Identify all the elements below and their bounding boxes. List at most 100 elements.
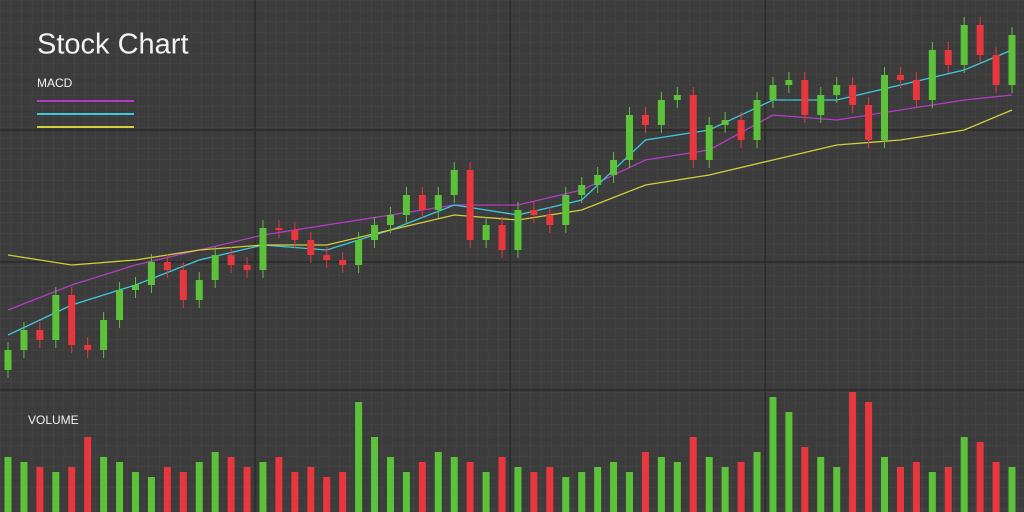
volume-bar [227,457,235,512]
volume-bar [833,467,841,512]
volume-bar [418,462,426,512]
candle-body [227,255,235,265]
volume-bar [36,467,44,512]
candle-body [849,85,857,105]
candle-body [626,115,634,160]
volume-bar [753,452,761,512]
volume-bar [912,462,920,512]
volume-bar [960,437,968,512]
candle-body [4,350,12,370]
volume-bar [116,462,124,512]
candle-body [100,320,108,350]
volume-bar [817,457,825,512]
candle-body [689,95,697,160]
volume-bar [785,412,793,512]
volume-bar [84,437,92,512]
candle-body [657,100,665,125]
volume-bar [594,467,602,512]
candle-body [386,215,394,225]
candle-body [865,105,873,140]
candle-body [179,270,187,300]
volume-bar [928,472,936,512]
candle-body [84,345,92,350]
candle-body [498,225,506,250]
candle-body [594,175,602,185]
candle-body [673,95,681,100]
volume-bar [466,462,474,512]
candle-body [578,185,586,195]
volume-bar [4,457,12,512]
volume-bar [100,457,108,512]
candle-body [307,240,315,255]
candle-body [323,255,331,260]
candle-body [36,330,44,340]
volume-bar [673,462,681,512]
volume-bar [195,462,203,512]
volume-bar [131,472,139,512]
candle-body [514,210,522,250]
volume-bar [1008,467,1016,512]
candle-body [817,95,825,115]
volume-bar [179,472,187,512]
volume-bar [386,457,394,512]
candle-body [721,120,729,125]
candle-body [291,230,299,240]
candle-body [147,262,155,285]
volume-bar [259,462,267,512]
volume-bar [163,467,171,512]
candle-body [912,80,920,100]
candle-body [482,225,490,240]
candle-body [960,25,968,65]
volume-bar [371,437,379,512]
candle-body [52,295,60,340]
candle-body [976,25,984,55]
volume-bar [498,457,506,512]
candle-body [68,295,76,345]
candle-body [450,170,458,195]
candle-body [275,228,283,230]
candle-body [992,55,1000,85]
volume-bar [307,467,315,512]
candle-body [466,170,474,240]
volume-bar [626,472,634,512]
candle-body [339,260,347,265]
volume-bar [482,472,490,512]
volume-bar [546,467,554,512]
volume-bar [530,472,538,512]
candle-body [769,85,777,100]
candle-body [20,330,28,350]
volume-bar [52,472,60,512]
volume-bar [434,452,442,512]
volume-bar [450,457,458,512]
volume-bar [865,402,873,512]
volume-bar [769,397,777,512]
candle-body [944,50,952,65]
volume-bar [705,457,713,512]
candle-body [1008,35,1016,85]
candle-body [402,195,410,215]
candle-body [530,210,538,215]
candle-body [434,195,442,210]
volume-bar [689,437,697,512]
candle-body [546,215,554,225]
volume-bar [976,442,984,512]
candle-body [211,255,219,280]
volume-bar [211,452,219,512]
candle-body [610,160,618,175]
candle-body [881,75,889,140]
volume-bar [657,457,665,512]
volume-title: VOLUME [28,413,79,427]
volume-bar [992,462,1000,512]
volume-bar [641,452,649,512]
legend-title: MACD [37,76,73,90]
volume-bar [514,467,522,512]
candle-body [418,195,426,210]
candle-body [116,290,124,320]
volume-bar [721,467,729,512]
volume-bar [339,472,347,512]
candle-body [163,262,171,270]
volume-bar [243,467,251,512]
volume-bar [562,477,570,512]
candle-body [259,228,267,270]
